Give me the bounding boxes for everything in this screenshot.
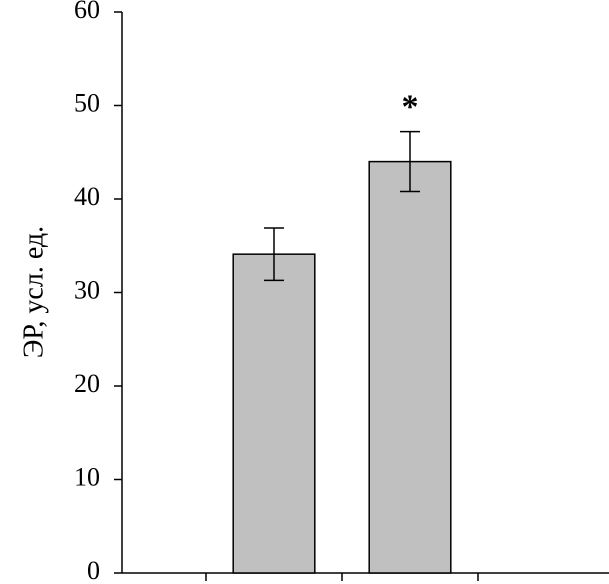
y-tick-label: 0 bbox=[87, 556, 100, 584]
y-tick-label: 50 bbox=[74, 88, 100, 117]
y-tick-label: 20 bbox=[74, 369, 100, 398]
annotation: * bbox=[402, 88, 419, 125]
y-axis-label: ЭР, усл. ед. bbox=[18, 226, 49, 358]
y-tick-label: 60 bbox=[74, 0, 100, 24]
bar bbox=[368, 160, 452, 574]
y-tick-label: 30 bbox=[74, 275, 100, 304]
y-tick-label: 40 bbox=[74, 182, 100, 211]
bar bbox=[232, 253, 316, 574]
y-tick-label: 10 bbox=[74, 462, 100, 491]
